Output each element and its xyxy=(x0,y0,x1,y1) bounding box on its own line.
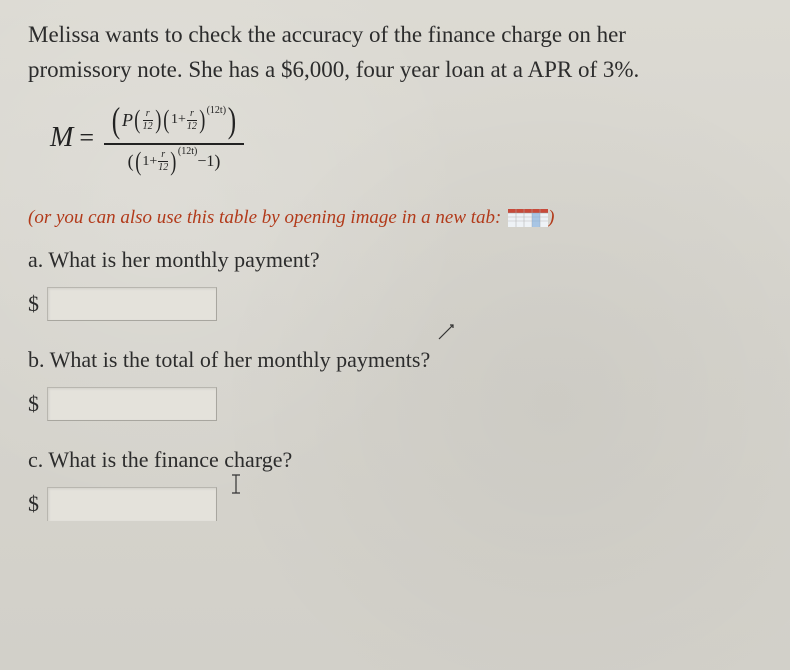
problem-statement: Melissa wants to check the accuracy of t… xyxy=(28,18,762,87)
dollar-sign-a: $ xyxy=(28,291,39,317)
formula-numerator: ( P ( r 12 ) ( 1 + r 12 ) (12t) xyxy=(104,97,244,143)
answer-row-c: $ xyxy=(28,487,762,521)
exponent-den: (12t) xyxy=(178,146,197,157)
answer-input-a[interactable] xyxy=(47,287,217,321)
table-icon[interactable] xyxy=(508,209,548,227)
formula-denominator: ( ( 1 + r 12 ) (12t) −1 ) xyxy=(122,145,227,179)
question-a-label: a. What is her monthly payment? xyxy=(28,247,762,273)
formula-fraction: ( P ( r 12 ) ( 1 + r 12 ) (12t) xyxy=(104,97,244,179)
r-over-12-c: r 12 xyxy=(158,150,168,173)
text-cursor-icon xyxy=(228,473,244,495)
problem-line-1: Melissa wants to check the accuracy of t… xyxy=(28,22,626,47)
pointer-cursor-icon xyxy=(436,322,456,342)
hint-link[interactable]: this table by opening image in a new tab… xyxy=(187,207,502,228)
equals-sign: = xyxy=(79,123,94,153)
formula-var-M: M xyxy=(50,122,73,154)
var-P: P xyxy=(122,110,133,131)
answer-row-b: $ xyxy=(28,387,762,421)
answer-input-b[interactable] xyxy=(47,387,217,421)
problem-line-2: promissory note. She has a $6,000, four … xyxy=(28,57,639,82)
r-over-12-b: r 12 xyxy=(187,109,197,132)
exponent-num: (12t) xyxy=(207,105,226,116)
answer-input-c[interactable] xyxy=(47,487,217,521)
dollar-sign-c: $ xyxy=(28,491,39,517)
hint-suffix: ) xyxy=(548,207,554,228)
question-c-label: c. What is the finance charge? xyxy=(28,447,762,473)
answer-row-a: $ xyxy=(28,287,762,321)
r-over-12-a: r 12 xyxy=(143,109,153,132)
monthly-payment-formula: M = ( P ( r 12 ) ( 1 + r 12 xyxy=(50,97,762,179)
hint-text: (or you can also use this table by openi… xyxy=(28,207,762,229)
dollar-sign-b: $ xyxy=(28,391,39,417)
worksheet-content: Melissa wants to check the accuracy of t… xyxy=(0,0,790,521)
question-b-label: b. What is the total of her monthly paym… xyxy=(28,347,762,373)
hint-prefix: (or you can also use xyxy=(28,207,187,228)
